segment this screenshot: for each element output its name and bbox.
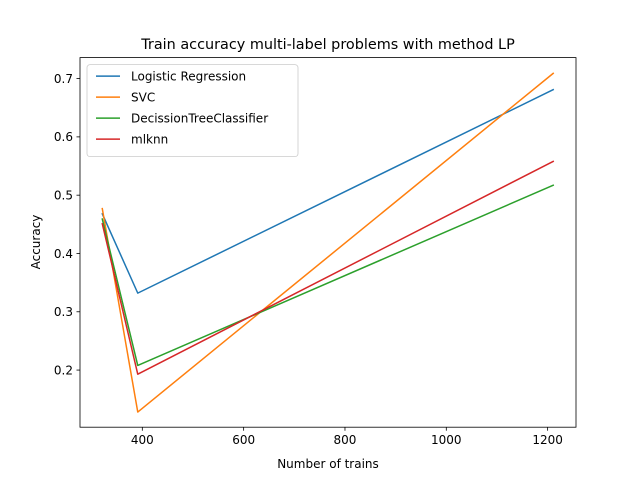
plot-frame (79, 57, 577, 428)
y-axis-label: Accuracy (29, 215, 43, 270)
x-tick-label: 400 (131, 433, 154, 447)
y-tick-label: 0.6 (54, 130, 73, 144)
legend-label-3: mlknn (131, 132, 168, 146)
legend: Logistic Regression SVC DecissionTreeClass… (86, 64, 299, 157)
x-axis-ticks: 400 600 800 1000 1200 (131, 427, 563, 447)
x-tick-label: 1200 (532, 433, 563, 447)
y-tick-label: 0.4 (54, 247, 73, 261)
legend-label-0: Logistic Regression (131, 69, 246, 83)
x-tick-label: 1000 (431, 433, 462, 447)
legend-label-1: SVC (131, 90, 155, 104)
series-line-0 (101, 88, 555, 294)
chart-title: Train accuracy multi-label problems with… (140, 37, 515, 53)
series-line-2 (101, 184, 555, 367)
x-axis-label: Number of trains (277, 457, 379, 471)
y-axis-ticks: 0.2 0.3 0.4 0.5 0.6 0.7 (54, 72, 80, 377)
legend-box (86, 64, 299, 157)
y-tick-label: 0.5 (54, 188, 73, 202)
series-line-3 (101, 160, 555, 375)
y-tick-label: 0.7 (54, 72, 73, 86)
x-tick-label: 800 (334, 433, 357, 447)
x-tick-label: 600 (232, 433, 255, 447)
y-tick-label: 0.3 (54, 305, 73, 319)
y-tick-label: 0.2 (54, 363, 73, 377)
plot-lines (101, 72, 555, 413)
legend-label-2: DecissionTreeClassifier (131, 111, 268, 125)
